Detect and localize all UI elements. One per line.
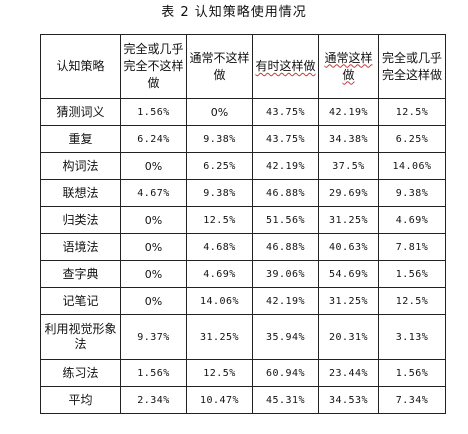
value-cell: 6.25% <box>378 125 446 153</box>
value-cell: 4.69% <box>186 260 253 288</box>
header-always: 完全或几乎完全这样做 <box>378 34 446 99</box>
value-cell: 14.06% <box>378 152 446 180</box>
strategy-name: 重复 <box>40 125 121 153</box>
value-cell: 9.38% <box>186 179 253 207</box>
value-cell: 31.25% <box>318 206 379 234</box>
value-cell: 0% <box>120 206 187 234</box>
strategy-name: 联想法 <box>40 179 121 207</box>
value-cell: 9.38% <box>186 125 253 153</box>
header-strategy: 认知策略 <box>40 34 121 99</box>
header-row: 认知策略 完全或几乎完全不这样做 通常不这样做 有时这样做 通常这样做 完全或几… <box>40 34 446 99</box>
value-cell: 39.06% <box>252 260 319 288</box>
strategy-name: 练习法 <box>40 359 121 387</box>
header-never: 完全或几乎完全不这样做 <box>120 34 187 99</box>
value-cell: 12.5% <box>378 287 446 315</box>
value-cell: 42.19% <box>252 152 319 180</box>
strategy-name: 语境法 <box>40 233 121 261</box>
value-cell: 34.38% <box>318 125 379 153</box>
value-cell: 42.19% <box>318 98 379 126</box>
cognitive-strategy-table: 认知策略 完全或几乎完全不这样做 通常不这样做 有时这样做 通常这样做 完全或几… <box>40 34 446 414</box>
value-cell: 34.53% <box>318 386 379 414</box>
value-cell: 12.5% <box>378 98 446 126</box>
value-cell: 42.19% <box>252 287 319 315</box>
value-cell: 2.34% <box>120 386 187 414</box>
value-cell: 1.56% <box>120 359 187 387</box>
value-cell: 37.5% <box>318 152 379 180</box>
table-row: 利用视觉形象法 9.37% 31.25% 35.94% 20.31% 3.13% <box>40 314 446 360</box>
value-cell: 0% <box>120 233 187 261</box>
value-cell: 40.63% <box>318 233 379 261</box>
value-cell: 7.81% <box>378 233 446 261</box>
value-cell: 60.94% <box>252 359 319 387</box>
strategy-name: 构词法 <box>40 152 121 180</box>
value-cell: 46.88% <box>252 233 319 261</box>
value-cell: 9.38% <box>378 179 446 207</box>
strategy-name: 猜测词义 <box>40 98 121 126</box>
value-cell: 31.25% <box>186 314 253 360</box>
value-cell: 14.06% <box>186 287 253 315</box>
table-caption: 表 2 认知策略使用情况 <box>161 5 307 20</box>
value-cell: 0% <box>120 287 187 315</box>
table-row: 猜测词义 1.56% 0% 43.75% 42.19% 12.5% <box>40 98 446 126</box>
value-cell: 1.56% <box>378 359 446 387</box>
header-sometimes: 有时这样做 <box>252 34 319 99</box>
strategy-name: 归类法 <box>40 206 121 234</box>
value-cell: 23.44% <box>318 359 379 387</box>
header-usually: 通常这样做 <box>318 34 379 99</box>
value-cell: 4.68% <box>186 233 253 261</box>
value-cell: 12.5% <box>186 206 253 234</box>
value-cell: 4.67% <box>120 179 187 207</box>
value-cell: 43.75% <box>252 98 319 126</box>
value-cell: 45.31% <box>252 386 319 414</box>
table-row: 联想法 4.67% 9.38% 46.88% 29.69% 9.38% <box>40 179 446 207</box>
value-cell: 0% <box>186 98 253 126</box>
value-cell: 31.25% <box>318 287 379 315</box>
value-cell: 0% <box>120 152 187 180</box>
value-cell: 4.69% <box>378 206 446 234</box>
value-cell: 20.31% <box>318 314 379 360</box>
strategy-name: 查字典 <box>40 260 121 288</box>
header-usually-not: 通常不这样做 <box>186 34 253 99</box>
value-cell: 6.24% <box>120 125 187 153</box>
table-row: 重复 6.24% 9.38% 43.75% 34.38% 6.25% <box>40 125 446 153</box>
value-cell: 6.25% <box>186 152 253 180</box>
value-cell: 10.47% <box>186 386 253 414</box>
table-row: 记笔记 0% 14.06% 42.19% 31.25% 12.5% <box>40 287 446 315</box>
table-row: 归类法 0% 12.5% 51.56% 31.25% 4.69% <box>40 206 446 234</box>
value-cell: 46.88% <box>252 179 319 207</box>
value-cell: 1.56% <box>120 98 187 126</box>
value-cell: 51.56% <box>252 206 319 234</box>
table-row: 构词法 0% 6.25% 42.19% 37.5% 14.06% <box>40 152 446 180</box>
value-cell: 3.13% <box>378 314 446 360</box>
strategy-name: 记笔记 <box>40 287 121 315</box>
value-cell: 35.94% <box>252 314 319 360</box>
table-row: 语境法 0% 4.68% 46.88% 40.63% 7.81% <box>40 233 446 261</box>
strategy-name: 平均 <box>40 386 121 414</box>
value-cell: 7.34% <box>378 386 446 414</box>
value-cell: 12.5% <box>186 359 253 387</box>
value-cell: 43.75% <box>252 125 319 153</box>
value-cell: 0% <box>120 260 187 288</box>
value-cell: 54.69% <box>318 260 379 288</box>
value-cell: 1.56% <box>378 260 446 288</box>
value-cell: 29.69% <box>318 179 379 207</box>
table-row: 查字典 0% 4.69% 39.06% 54.69% 1.56% <box>40 260 446 288</box>
table-row: 练习法 1.56% 12.5% 60.94% 23.44% 1.56% <box>40 359 446 387</box>
strategy-name: 利用视觉形象法 <box>40 314 121 360</box>
value-cell: 9.37% <box>120 314 187 360</box>
table-row-average: 平均 2.34% 10.47% 45.31% 34.53% 7.34% <box>40 386 446 414</box>
